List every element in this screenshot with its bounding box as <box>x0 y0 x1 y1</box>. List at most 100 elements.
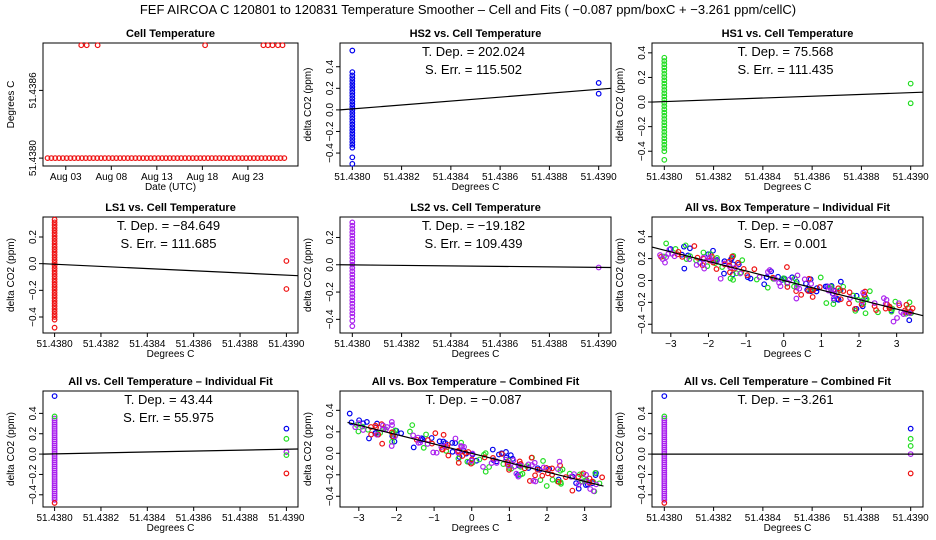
data-point <box>216 155 223 162</box>
data-point <box>794 272 801 279</box>
data-point <box>663 240 670 247</box>
data-point <box>526 478 533 484</box>
data-point <box>349 138 356 145</box>
y-tick-label: 0.2 <box>325 230 336 244</box>
data-point <box>349 112 356 119</box>
data-point <box>349 323 356 330</box>
data-point <box>269 155 276 162</box>
data-point <box>349 72 356 79</box>
data-point <box>51 278 58 285</box>
data-point <box>51 235 58 242</box>
data-point <box>147 155 154 162</box>
data-point <box>599 474 606 481</box>
data-point <box>525 461 532 468</box>
data-point <box>459 453 466 459</box>
data-point <box>830 301 837 308</box>
data-point <box>349 84 356 90</box>
data-point <box>227 155 234 162</box>
data-point <box>449 448 456 455</box>
data-point <box>906 317 913 324</box>
fit-line <box>42 448 299 455</box>
data-point <box>793 295 800 302</box>
data-point <box>349 81 356 87</box>
data-points <box>51 393 290 506</box>
panel-8: All vs. Box Temperature – Combined Fit −3… <box>303 376 612 534</box>
x-tick-label: 51.4390 <box>268 513 305 524</box>
data-point <box>432 430 439 437</box>
data-point <box>592 472 599 478</box>
data-point <box>528 454 535 461</box>
data-point <box>543 465 550 471</box>
y-tick-label: 0.2 <box>637 251 648 265</box>
data-point <box>90 155 97 162</box>
data-point <box>94 42 101 49</box>
data-point <box>265 42 271 49</box>
data-point <box>661 112 668 119</box>
data-point <box>349 98 356 105</box>
standard-error-label: S. Err. = 0.001 <box>744 236 827 251</box>
data-point <box>51 284 58 291</box>
data-point <box>683 256 690 262</box>
data-point <box>721 270 727 277</box>
data-point <box>907 100 914 107</box>
data-point <box>860 289 867 296</box>
y-axis-label: delta CO2 (ppm) <box>615 412 626 486</box>
data-point <box>661 106 668 113</box>
data-point <box>661 148 668 155</box>
data-point <box>661 135 668 142</box>
data-point <box>349 101 356 108</box>
data-point <box>717 275 724 282</box>
data-point <box>63 155 70 162</box>
x-tick-label: 0 <box>781 339 787 350</box>
y-axis-label: delta CO2 (ppm) <box>615 68 626 142</box>
data-points <box>44 42 288 162</box>
data-point <box>178 155 185 162</box>
data-point <box>51 292 58 299</box>
data-point <box>410 444 417 451</box>
x-axis-label: Degrees C <box>147 349 195 360</box>
x-tick-label: −2 <box>391 513 403 524</box>
x-axis-label: Degrees C <box>452 182 500 193</box>
x-tick-label: 51.4380 <box>334 339 371 350</box>
data-point <box>349 278 356 284</box>
x-tick-label: 51.4382 <box>384 172 421 183</box>
data-point <box>349 271 356 278</box>
data-point <box>51 224 58 231</box>
data-point <box>388 443 395 449</box>
y-tick-label: −0.4 <box>325 309 336 329</box>
data-point <box>117 155 124 162</box>
data-point <box>51 232 58 239</box>
panel-title: Cell Temperature <box>126 28 215 40</box>
data-point <box>669 250 675 257</box>
data-point <box>440 431 447 438</box>
data-point <box>51 254 58 261</box>
data-point <box>151 155 158 162</box>
data-point <box>729 253 736 260</box>
data-point <box>44 155 51 162</box>
data-point <box>388 419 395 425</box>
data-point <box>765 269 771 275</box>
data-point <box>498 451 505 457</box>
data-point <box>86 155 93 162</box>
data-point <box>51 251 58 258</box>
data-point <box>784 264 790 270</box>
data-point <box>205 155 211 162</box>
data-point <box>51 308 58 315</box>
data-point <box>701 265 708 272</box>
data-point <box>83 42 90 49</box>
data-point <box>825 283 832 290</box>
data-point <box>587 486 594 492</box>
data-point <box>569 487 576 494</box>
data-point <box>349 248 356 255</box>
data-point <box>349 281 356 288</box>
plot-frame <box>651 216 924 334</box>
data-point <box>51 289 58 296</box>
data-point <box>349 144 356 151</box>
plot-frame <box>42 42 299 167</box>
data-point <box>51 268 58 274</box>
y-tick-label: 0.4 <box>28 406 39 420</box>
data-point <box>51 260 58 266</box>
fit-line <box>651 246 924 317</box>
data-points <box>661 393 914 506</box>
